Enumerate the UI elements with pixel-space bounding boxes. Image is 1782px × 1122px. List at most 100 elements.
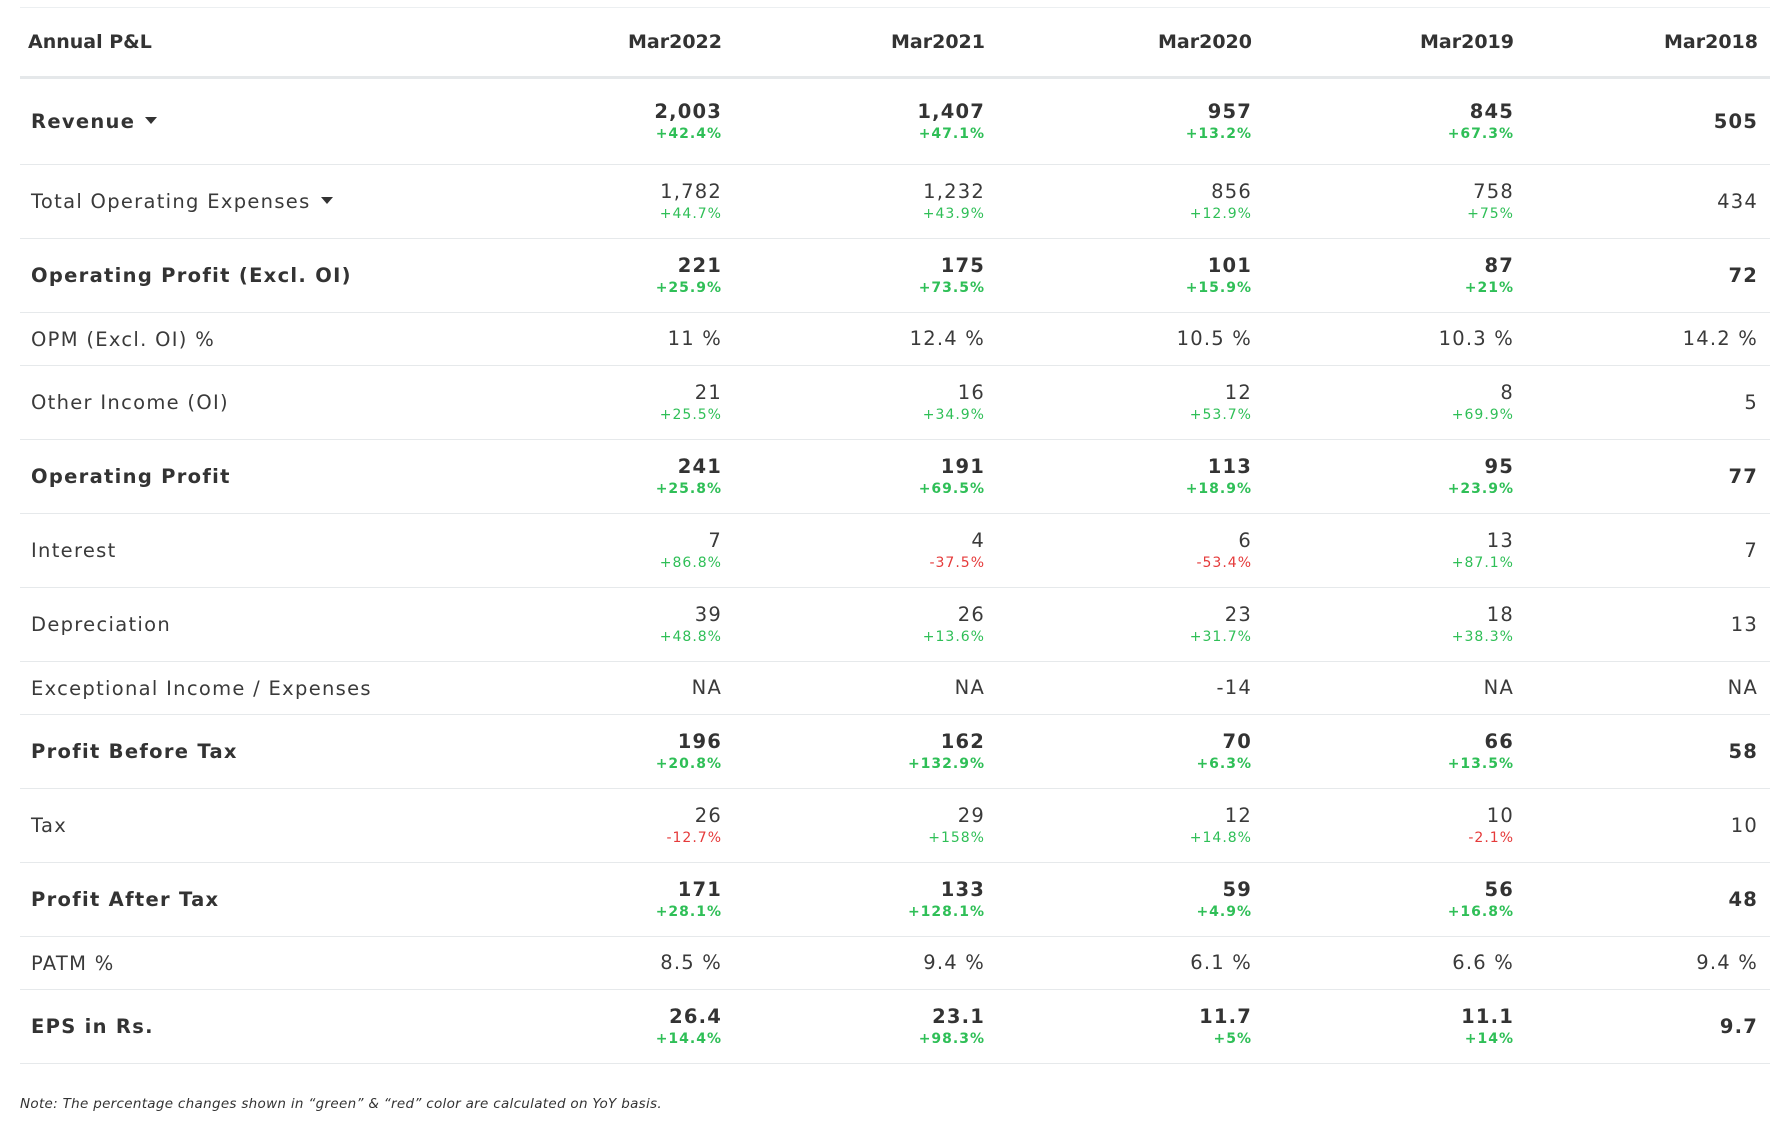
table-cell: 2,003 +42.4%	[460, 78, 722, 165]
table-cell: 957 +13.2%	[985, 78, 1252, 165]
yoy-change: +13.5%	[1447, 755, 1514, 772]
table-cell: 758 +75%	[1252, 165, 1514, 239]
yoy-change: +23.9%	[1447, 480, 1514, 497]
row-label: Profit After Tax	[20, 863, 460, 937]
yoy-change: +18.9%	[1185, 480, 1252, 497]
cell-value: 505	[1713, 109, 1758, 133]
cell-value: NA	[1727, 676, 1758, 699]
row-label-text: Tax	[31, 814, 68, 837]
yoy-change: +20.8%	[655, 755, 722, 772]
table-cell: 221 +25.9%	[460, 239, 722, 313]
yoy-change: +75%	[1467, 205, 1514, 222]
cell-value: 4	[971, 528, 985, 552]
table-cell: 11.1 +14%	[1252, 990, 1514, 1064]
table-cell: 11.7 +5%	[985, 990, 1252, 1064]
table-cell: 1,407 +47.1%	[722, 78, 985, 165]
row-label: Profit Before Tax	[20, 715, 460, 789]
table-cell: 171 +28.1%	[460, 863, 722, 937]
pl-table-container: Annual P&L Mar2022 Mar2021 Mar2020 Mar20…	[20, 7, 1770, 1064]
table-cell: 95 +23.9%	[1252, 440, 1514, 514]
cell-value: NA	[691, 676, 722, 699]
table-cell: 70 +6.3%	[985, 715, 1252, 789]
table-cell: 9.4 %	[1514, 937, 1770, 990]
cell-value: 9.7	[1719, 1014, 1758, 1038]
table-cell: 21 +25.5%	[460, 366, 722, 440]
yoy-change: +25.8%	[655, 480, 722, 497]
row-label-text: Other Income (OI)	[31, 391, 229, 414]
caret-down-icon[interactable]	[320, 197, 333, 204]
row-label: PATM %	[20, 937, 460, 990]
cell-value: -14	[1216, 676, 1252, 699]
row-label-text: Revenue	[31, 110, 136, 133]
cell-value: 9.4 %	[923, 951, 985, 974]
yoy-change: +25.9%	[655, 279, 722, 296]
table-cell: 101 +15.9%	[985, 239, 1252, 313]
cell-value: 11.7	[1199, 1004, 1252, 1028]
table-cell: 4 -37.5%	[722, 514, 985, 588]
yoy-change: -37.5%	[929, 554, 985, 571]
cell-value: 39	[694, 602, 722, 626]
cell-value: 77	[1728, 464, 1758, 488]
cell-value: 241	[677, 454, 722, 478]
yoy-change: +38.3%	[1451, 628, 1514, 645]
cell-value: 6	[1238, 528, 1252, 552]
cell-value: 21	[694, 380, 722, 404]
table-cell: NA	[722, 662, 985, 715]
yoy-change: +158%	[928, 829, 985, 846]
yoy-change: +42.4%	[655, 125, 722, 142]
table-cell: 23 +31.7%	[985, 588, 1252, 662]
cell-value: 87	[1484, 253, 1514, 277]
yoy-change: +87.1%	[1451, 554, 1514, 571]
row-label-text: Interest	[31, 539, 117, 562]
yoy-change: +16.8%	[1447, 903, 1514, 920]
cell-value: 26	[957, 602, 985, 626]
table-cell: 26 -12.7%	[460, 789, 722, 863]
yoy-change: +47.1%	[918, 125, 985, 142]
column-header: Mar2019	[1420, 31, 1514, 53]
cell-value: 12	[1224, 380, 1252, 404]
cell-value: 26.4	[669, 1004, 722, 1028]
yoy-change: +44.7%	[659, 205, 722, 222]
table-cell: 434	[1514, 165, 1770, 239]
column-header: Mar2022	[628, 31, 722, 53]
yoy-change: +34.9%	[922, 406, 985, 423]
yoy-change: +73.5%	[918, 279, 985, 296]
yoy-change: +6.3%	[1196, 755, 1252, 772]
row-label: OPM (Excl. OI) %	[20, 313, 460, 366]
table-cell: 856 +12.9%	[985, 165, 1252, 239]
table-cell: 59 +4.9%	[985, 863, 1252, 937]
cell-value: 196	[677, 729, 722, 753]
cell-value: 7	[708, 528, 722, 552]
cell-value: 23.1	[932, 1004, 985, 1028]
row-label: Operating Profit	[20, 440, 460, 514]
table-row: EPS in Rs. 26.4 +14.4% 23.1 +98.3% 11.7 +5% 11.…	[20, 990, 1770, 1064]
row-label[interactable]: Total Operating Expenses	[20, 165, 460, 239]
caret-down-icon[interactable]	[145, 117, 158, 124]
cell-value: 10.3 %	[1438, 327, 1514, 350]
table-title: Annual P&L	[28, 31, 152, 53]
table-cell: 10.5 %	[985, 313, 1252, 366]
row-label: Tax	[20, 789, 460, 863]
table-cell: 7	[1514, 514, 1770, 588]
table-row: Other Income (OI) 21 +25.5% 16 +34.9% 12 +53.7…	[20, 366, 1770, 440]
table-row: OPM (Excl. OI) % 11 % 12.4 % 10.5 % 10.3 % 14…	[20, 313, 1770, 366]
row-label[interactable]: Revenue	[20, 78, 460, 165]
table-cell: 162 +132.9%	[722, 715, 985, 789]
cell-value: NA	[1483, 676, 1514, 699]
column-header: Mar2021	[891, 31, 985, 53]
table-cell: 10 -2.1%	[1252, 789, 1514, 863]
table-cell: 9.4 %	[722, 937, 985, 990]
cell-value: 1,232	[923, 179, 985, 203]
table-row: Depreciation 39 +48.8% 26 +13.6% 23 +31.7% 18 +3…	[20, 588, 1770, 662]
table-cell: 9.7	[1514, 990, 1770, 1064]
table-cell: 175 +73.5%	[722, 239, 985, 313]
cell-value: 58	[1728, 739, 1758, 763]
yoy-change: +5%	[1213, 1030, 1252, 1047]
cell-value: 14.2 %	[1682, 327, 1758, 350]
cell-value: 113	[1207, 454, 1252, 478]
yoy-change: +48.8%	[659, 628, 722, 645]
cell-value: 56	[1484, 877, 1514, 901]
cell-value: 16	[957, 380, 985, 404]
cell-value: 2,003	[654, 99, 722, 123]
row-label-text: Profit Before Tax	[31, 740, 238, 763]
